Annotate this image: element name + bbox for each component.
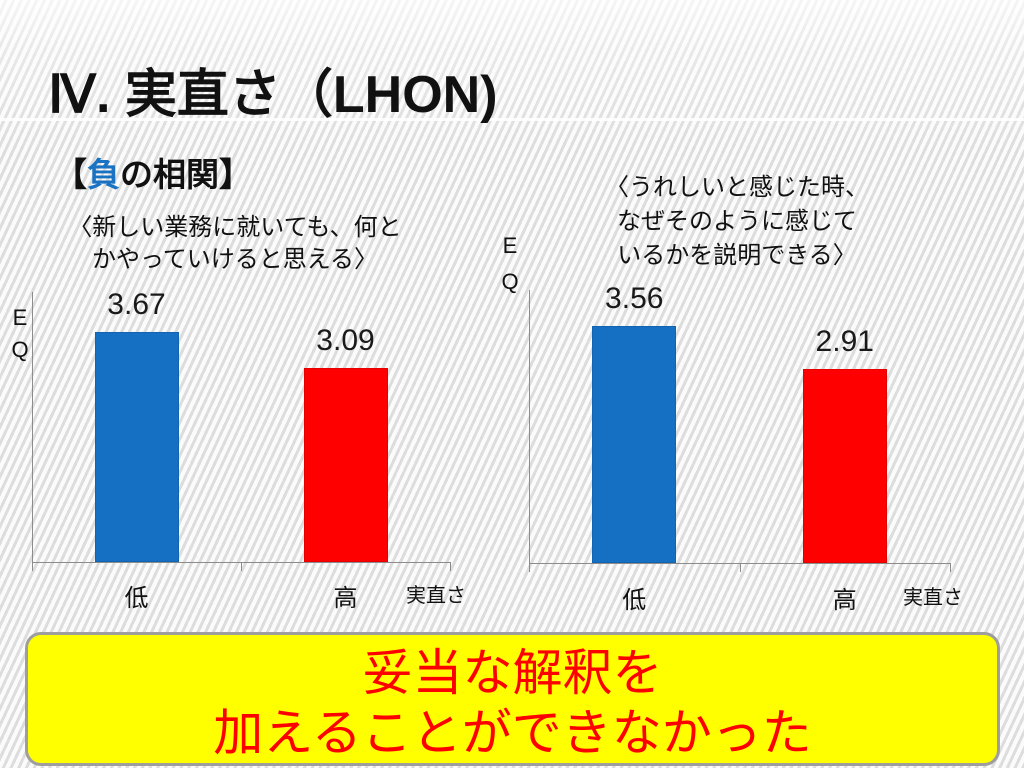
x-axis-tick bbox=[740, 563, 741, 572]
y-axis-line bbox=[529, 290, 530, 564]
conclusion-callout: 妥当な解釈を 加えることができなかった bbox=[25, 632, 1000, 766]
chart-title: 〈うれしいと感じた時、 なぜそのように感じて いるかを説明できる〉 bbox=[557, 171, 917, 273]
x-axis-tick bbox=[32, 562, 33, 571]
x-axis-label: 実直さ bbox=[406, 585, 466, 607]
chart-title-line: いるかを説明できる〉 bbox=[617, 242, 857, 269]
chart-bar bbox=[802, 369, 887, 563]
chart-bar bbox=[592, 325, 677, 563]
y-axis-label: EQ bbox=[501, 233, 519, 294]
category-label: 高 bbox=[832, 587, 857, 614]
chart-title: 〈新しい業務に就いても、何と かやっていけると思える〉 bbox=[35, 212, 435, 276]
chart-title-line: なぜそのように感じて bbox=[617, 208, 857, 235]
title-rule bbox=[0, 118, 1024, 121]
x-axis-line bbox=[529, 563, 950, 564]
category-label: 高 bbox=[333, 585, 358, 612]
bar-value-label: 2.91 bbox=[815, 325, 874, 359]
chart-left: 〈新しい業務に就いても、何と かやっていけると思える〉 EQ 実直さ 3.67 低… bbox=[0, 205, 490, 620]
heading-rest: の相関】 bbox=[120, 156, 252, 193]
chart-bar bbox=[303, 367, 388, 562]
x-axis-tick bbox=[450, 562, 451, 571]
y-axis-line bbox=[32, 292, 33, 563]
chart-right: 〈うれしいと感じた時、 なぜそのように感じて いるかを説明できる〉 EQ 実直さ… bbox=[495, 165, 1024, 620]
bar-value-label: 3.09 bbox=[316, 323, 375, 357]
bar-value-label: 3.56 bbox=[605, 281, 664, 315]
x-axis-tick bbox=[529, 563, 530, 572]
conclusion-line: 妥当な解釈を bbox=[362, 645, 663, 701]
x-axis-tick bbox=[241, 562, 242, 571]
heading-open-bracket: 【 bbox=[54, 156, 87, 193]
chart-title-line: 〈新しい業務に就いても、何と bbox=[68, 214, 402, 241]
x-axis-label: 実直さ bbox=[903, 587, 963, 609]
section-heading: 【負の相関】 bbox=[54, 154, 252, 196]
x-axis-tick bbox=[950, 563, 951, 572]
y-axis-label: EQ bbox=[11, 305, 29, 362]
conclusion-line: 加えることができなかった bbox=[213, 705, 812, 761]
category-label: 低 bbox=[622, 587, 647, 614]
heading-highlight: 負 bbox=[87, 156, 120, 193]
chart-bar bbox=[94, 331, 179, 562]
chart-title-line: かやっていけると思える〉 bbox=[91, 246, 379, 273]
slide-title: Ⅳ. 実直さ（LHON) bbox=[48, 66, 498, 124]
chart-title-line: 〈うれしいと感じた時、 bbox=[605, 174, 869, 201]
category-label: 低 bbox=[124, 585, 149, 612]
bar-value-label: 3.67 bbox=[107, 287, 166, 321]
